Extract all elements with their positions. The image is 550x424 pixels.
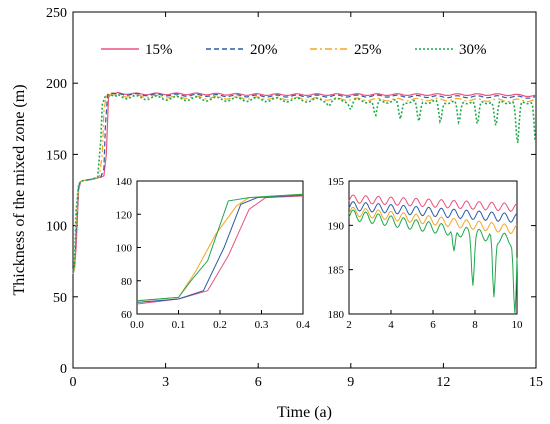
x-tick-label: 9 (347, 375, 354, 390)
inset-right-plot: 2 4 6 8 10 180 185 190 195 (328, 176, 524, 331)
legend-label: 20% (250, 42, 278, 58)
inset-x-tick-label: 0.1 (172, 319, 186, 331)
inset-frame (136, 180, 304, 315)
inset-right-line-25% (348, 206, 518, 235)
inset-y-tick-label: 190 (328, 220, 345, 232)
legend-label: 25% (354, 42, 382, 58)
inset-y-tick-label: 120 (116, 209, 133, 221)
y-tick-label: 250 (46, 6, 67, 21)
legend-label: 15% (145, 42, 173, 58)
y-tick-label: 200 (46, 77, 67, 92)
series-line-15% (72, 91, 536, 275)
legend-label: 30% (459, 42, 487, 58)
x-tick-label: 3 (162, 375, 169, 390)
inset-y-tick-label: 180 (328, 309, 345, 321)
inset-y-tick-label: 60 (121, 309, 133, 321)
y-tick-label: 100 (46, 220, 67, 235)
inset-x-tick-label: 8 (472, 319, 478, 331)
inset-y-tick-label: 140 (116, 176, 133, 188)
inset-right-line-15% (348, 194, 518, 212)
x-axis-label: Time (a) (277, 404, 332, 421)
inset-left-plot: 0.0 0.1 0.2 0.3 0.4 60 80 100 120 140 (116, 176, 311, 331)
x-tick-label: 12 (436, 375, 450, 390)
inset-frame (348, 180, 518, 315)
inset-left-line-30% (136, 193, 304, 302)
inset-x-tick-label: 0.2 (213, 319, 227, 331)
y-tick-label: 0 (60, 362, 67, 377)
inset-x-tick-label: 4 (388, 319, 394, 331)
inset-x-tick-label: 0.0 (130, 319, 144, 331)
x-tick-label: 0 (70, 375, 77, 390)
y-tick-label: 150 (46, 148, 67, 163)
inset-y-tick-label: 100 (116, 243, 133, 255)
x-tick-label: 6 (255, 375, 262, 390)
inset-y-tick-label: 185 (328, 265, 345, 277)
y-axis-label: Thickness of the mixed zone (m) (11, 84, 28, 295)
inset-y-tick-label: 195 (328, 176, 345, 188)
inset-x-tick-label: 0.3 (255, 319, 269, 331)
inset-y-tick-label: 80 (121, 276, 133, 288)
inset-x-tick-label: 10 (512, 319, 524, 331)
y-tick-label: 50 (53, 291, 67, 306)
inset-left-line-20% (136, 194, 304, 303)
inset-x-tick-label: 6 (430, 319, 436, 331)
inset-x-tick-label: 0.4 (296, 319, 310, 331)
inset-right-line-20% (348, 201, 518, 223)
main-plot-frame (72, 11, 537, 369)
x-tick-label: 15 (529, 375, 543, 390)
legend: 15% 20% 25% 30% (101, 42, 487, 58)
inset-right-line-30% (348, 209, 518, 315)
series-line-30% (72, 93, 536, 272)
series-line-20% (72, 92, 536, 273)
inset-x-tick-label: 2 (346, 319, 352, 331)
